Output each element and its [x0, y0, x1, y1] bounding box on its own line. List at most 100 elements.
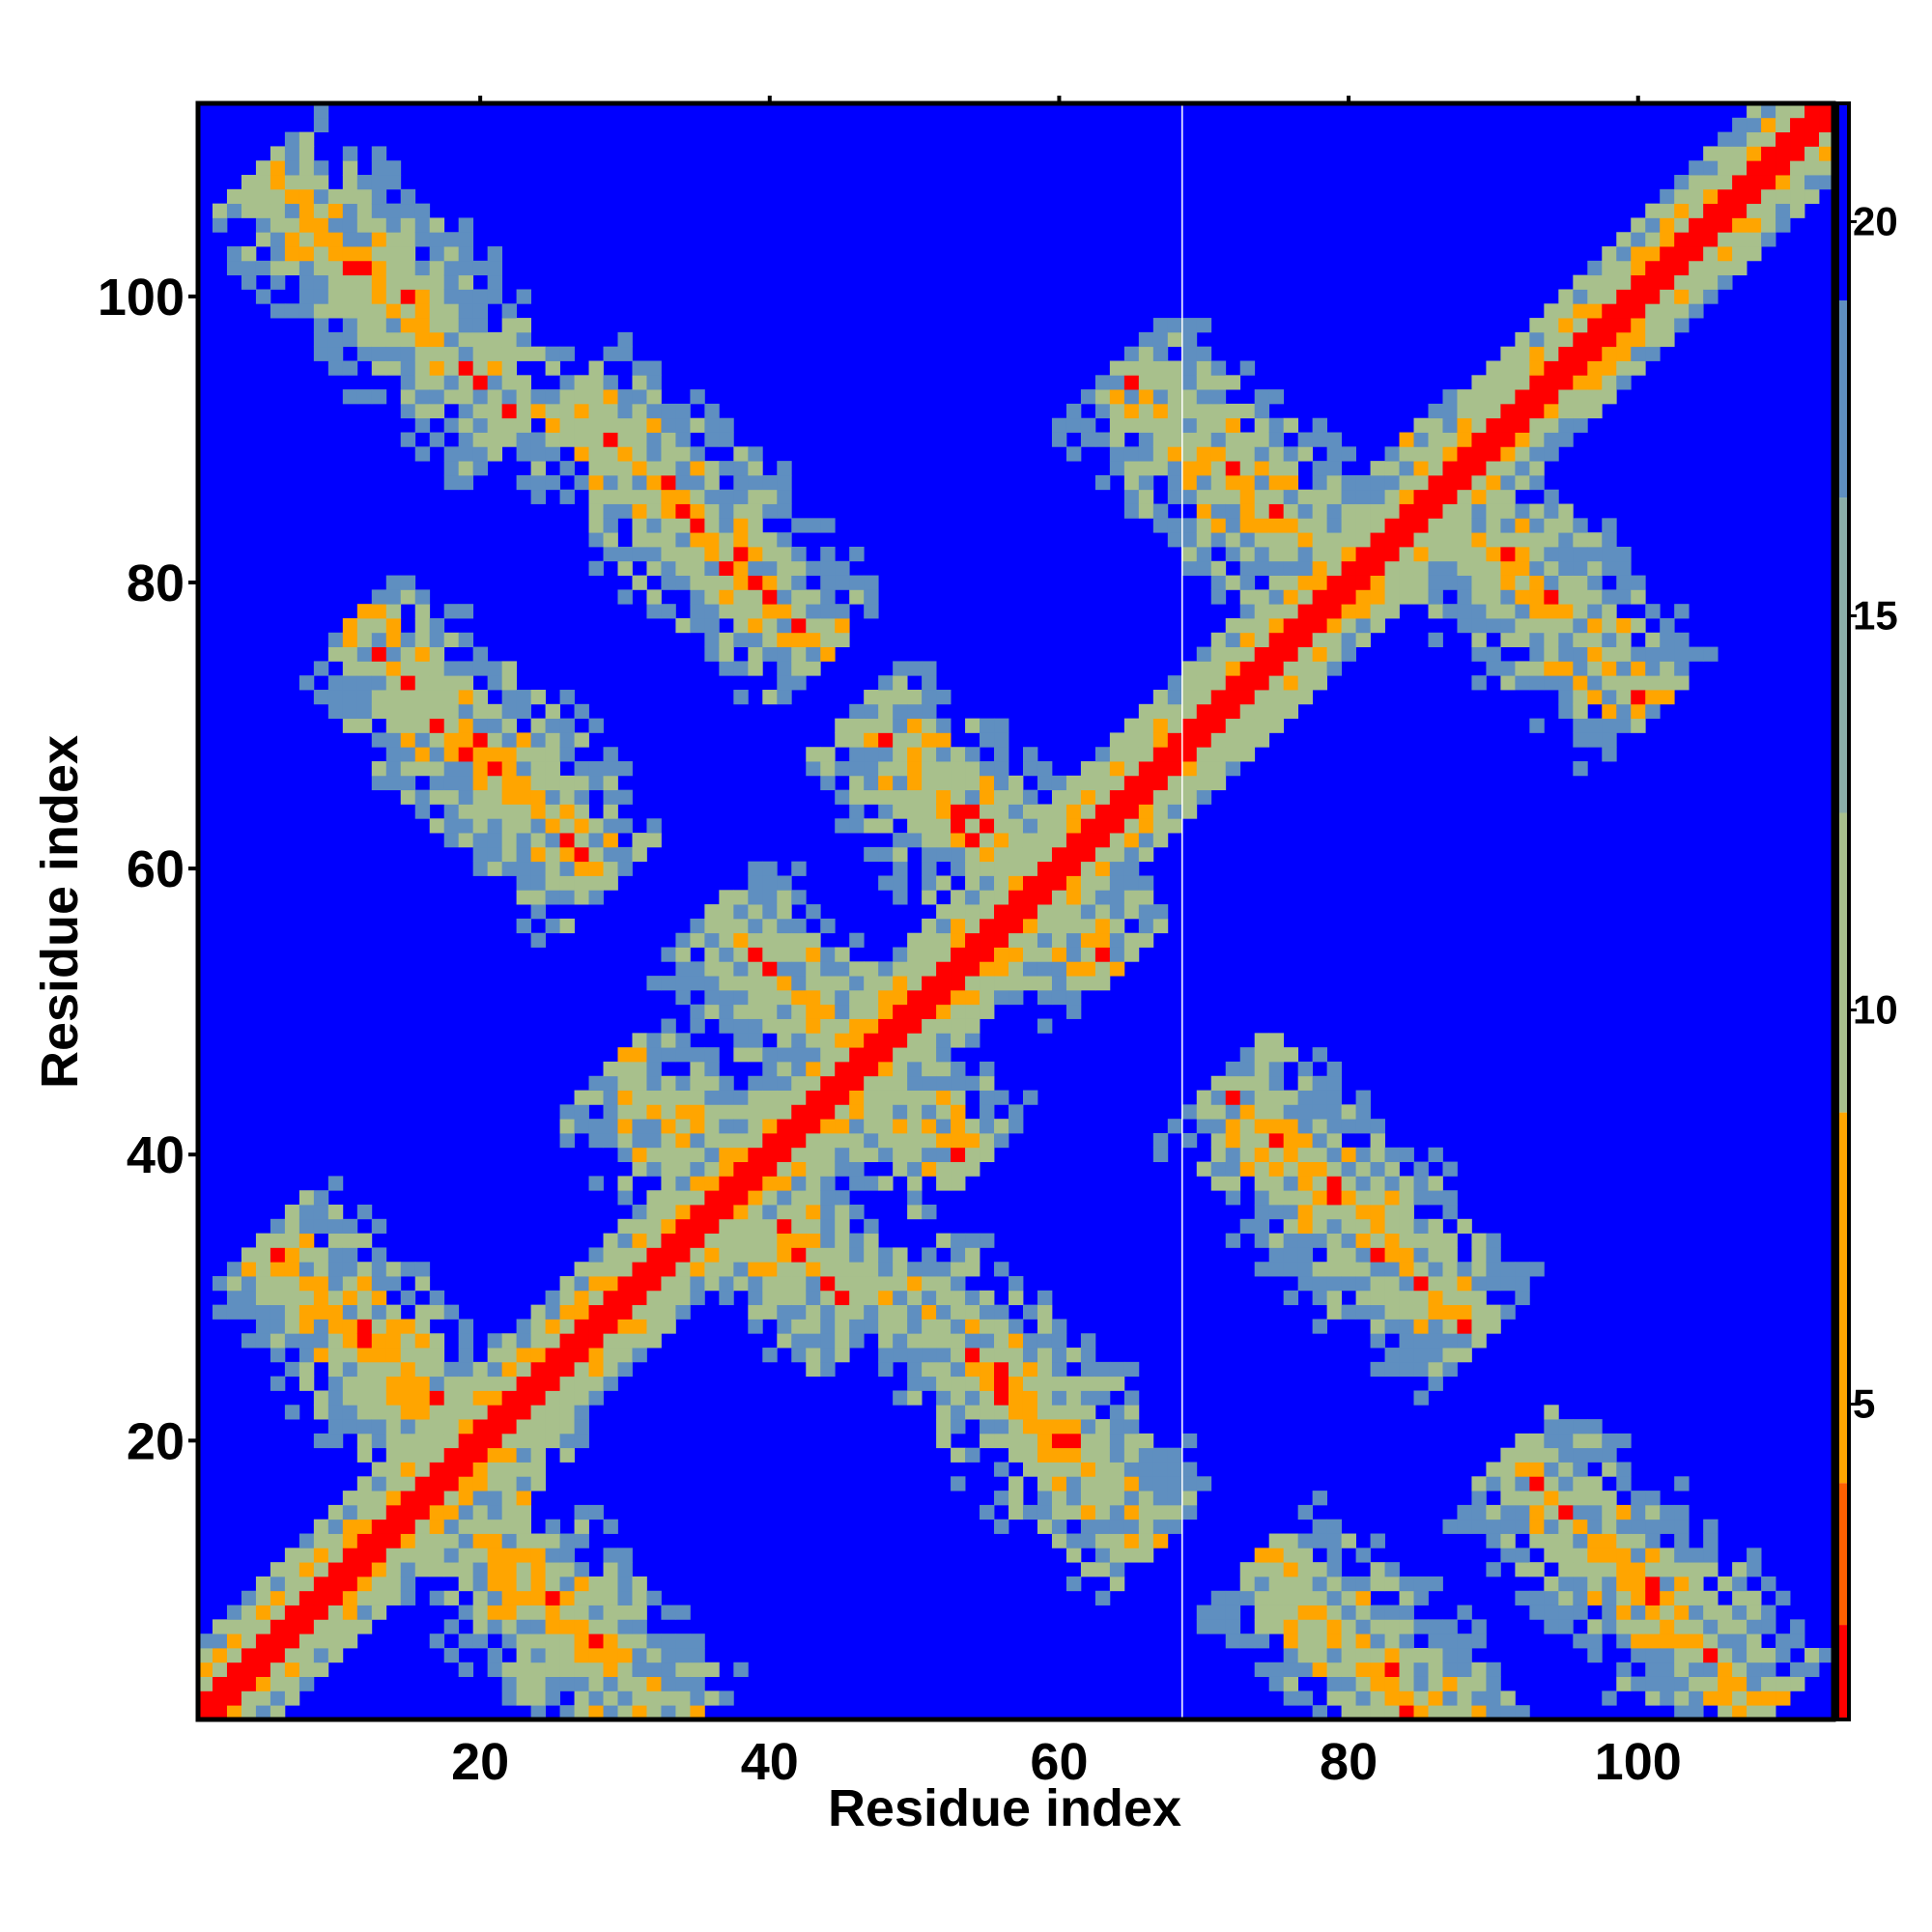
heatmap-cell — [1703, 1533, 1719, 1548]
heatmap-cell — [690, 1634, 705, 1649]
heatmap-cell — [1674, 188, 1690, 205]
heatmap-cell — [588, 1619, 604, 1634]
heatmap-cell — [1486, 1233, 1501, 1248]
heatmap-cell — [1037, 818, 1053, 834]
heatmap-cell — [849, 1033, 865, 1048]
heatmap-cell — [400, 346, 416, 361]
heatmap-cell — [835, 1075, 850, 1091]
heatmap-cell — [632, 1104, 647, 1120]
heatmap-cell — [762, 604, 778, 619]
heatmap-cell — [1370, 1233, 1385, 1248]
heatmap-cell — [1486, 375, 1501, 390]
heatmap-cell — [777, 1290, 792, 1306]
heatmap-cell — [1297, 1205, 1314, 1220]
heatmap-cell — [472, 1491, 489, 1506]
heatmap-cell — [1544, 403, 1559, 419]
heatmap-cell — [1268, 632, 1285, 648]
heatmap-cell — [501, 833, 518, 848]
heatmap-cell — [922, 1333, 937, 1349]
heatmap-cell — [284, 1690, 300, 1706]
heatmap-cell — [907, 1119, 923, 1134]
heatmap-cell — [298, 289, 315, 304]
heatmap-cell — [559, 403, 575, 419]
heatmap-cell — [1602, 303, 1617, 319]
heatmap-cell — [690, 1190, 705, 1206]
heatmap-cell — [806, 1247, 821, 1263]
heatmap-cell — [632, 846, 647, 863]
heatmap-cell — [1413, 1361, 1429, 1378]
heatmap-cell — [385, 718, 402, 733]
heatmap-cell — [1718, 160, 1733, 176]
heatmap-cell — [501, 1433, 518, 1449]
heatmap-cell — [1631, 646, 1646, 662]
heatmap-cell — [429, 617, 445, 634]
heatmap-cell — [298, 160, 315, 176]
heatmap-cell — [1500, 560, 1516, 576]
heatmap-cell — [1442, 1247, 1458, 1263]
heatmap-cell — [1718, 246, 1733, 262]
heatmap-cell — [443, 1476, 460, 1492]
heatmap-cell — [719, 604, 734, 619]
heatmap-cell — [1312, 589, 1328, 605]
heatmap-cell — [1051, 904, 1067, 920]
heatmap-cell — [313, 117, 329, 133]
heatmap-cell — [748, 961, 763, 977]
heatmap-cell — [1312, 632, 1328, 648]
heatmap-cell — [617, 1104, 633, 1120]
heatmap-cell — [429, 318, 445, 333]
heatmap-cell — [1732, 1619, 1747, 1634]
heatmap-cell — [1138, 703, 1154, 720]
heatmap-cell — [1515, 1262, 1530, 1277]
heatmap-cell — [1254, 518, 1270, 533]
heatmap-cell — [530, 1562, 546, 1577]
heatmap-cell — [501, 1634, 518, 1649]
heatmap-cell — [313, 274, 329, 290]
heatmap-cell — [458, 346, 474, 361]
heatmap-cell — [356, 289, 373, 304]
heatmap-cell — [965, 1161, 980, 1177]
heatmap-cell — [1587, 532, 1603, 548]
heatmap-cell — [1674, 646, 1690, 662]
heatmap-cell — [1239, 532, 1256, 548]
heatmap-cell — [1196, 446, 1212, 462]
heatmap-cell — [1529, 375, 1545, 390]
heatmap-cell — [617, 1075, 633, 1091]
heatmap-cell — [313, 1590, 329, 1605]
heatmap-cell — [327, 1218, 344, 1235]
heatmap-cell — [893, 1348, 908, 1363]
heatmap-cell — [1037, 1348, 1053, 1363]
heatmap-cell — [936, 1390, 952, 1406]
heatmap-cell — [1587, 1491, 1603, 1506]
heatmap-cell — [1674, 175, 1690, 190]
heatmap-cell — [414, 203, 431, 218]
heatmap-cell — [1109, 890, 1125, 905]
heatmap-cell — [936, 818, 952, 834]
heatmap-cell — [675, 1634, 691, 1649]
heatmap-cell — [1341, 1533, 1356, 1548]
heatmap-cell — [1544, 360, 1559, 376]
heatmap-cell — [849, 961, 865, 977]
heatmap-cell — [675, 1190, 691, 1206]
heatmap-cell — [1326, 1533, 1342, 1548]
heatmap-cell — [1123, 360, 1140, 376]
heatmap-cell — [1529, 546, 1545, 562]
heatmap-cell — [1355, 546, 1371, 562]
heatmap-cell — [690, 1104, 705, 1120]
heatmap-cell — [1123, 875, 1140, 891]
heatmap-cell — [1326, 532, 1342, 548]
heatmap-cell — [1500, 661, 1516, 676]
heatmap-cell — [545, 833, 560, 848]
heatmap-cell — [864, 718, 879, 733]
heatmap-cell — [313, 160, 329, 176]
heatmap-cell — [748, 932, 763, 948]
heatmap-cell — [1355, 589, 1371, 605]
heatmap-cell — [574, 890, 589, 905]
heatmap-cell — [936, 947, 952, 962]
heatmap-cell — [1181, 532, 1198, 548]
heatmap-cell — [241, 260, 257, 276]
heatmap-cell — [1573, 1533, 1588, 1548]
heatmap-cell — [226, 1262, 242, 1277]
heatmap-cell — [1341, 1304, 1356, 1320]
heatmap-cell — [1442, 1233, 1458, 1248]
heatmap-cell — [516, 818, 531, 834]
